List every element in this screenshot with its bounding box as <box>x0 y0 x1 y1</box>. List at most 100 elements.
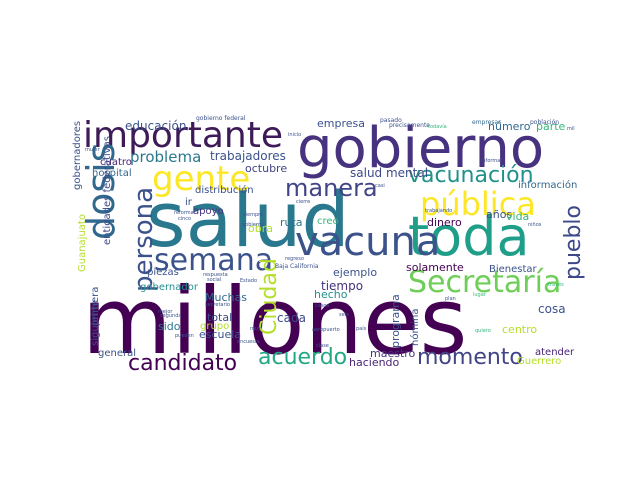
word-gobierno-federal: gobierno federal <box>196 115 246 122</box>
word-ejemplo: ejemplo <box>333 266 377 279</box>
word-momento: momento <box>417 345 523 370</box>
word-regreso: regreso <box>285 256 304 262</box>
word-casi: casi <box>375 183 385 189</box>
word-solamente: solamente <box>406 261 464 274</box>
word-pais: país <box>356 325 367 332</box>
word-maestro: maestro <box>370 347 416 360</box>
word-cuatro: cuatro <box>100 157 132 168</box>
word-parte: parte <box>536 120 566 133</box>
word-hospital: hospital <box>92 168 132 179</box>
word-publica: pública <box>420 185 536 223</box>
word-secretaria: Secretaría <box>408 265 561 300</box>
word-segunda: segunda <box>160 313 181 319</box>
word-lugar: lugar <box>473 292 487 298</box>
word-gobierno: gobierno <box>297 116 544 181</box>
word-estado: Estado <box>240 278 257 284</box>
word-sido: sido <box>158 320 181 333</box>
word-entidades-federativas: entidades federativas <box>102 136 113 245</box>
word-vacuna: vacuna <box>295 219 440 265</box>
word-gente: gente <box>152 159 250 199</box>
word-nomina: nómina <box>409 309 421 346</box>
word-hecho: hecho <box>314 288 348 301</box>
word-bienestar: Bienestar <box>489 264 538 275</box>
word-numero: número <box>488 120 531 133</box>
word-anos: años <box>486 208 512 221</box>
word-guanajuato: Guanajuato <box>77 214 88 272</box>
word-creo: creo <box>317 216 339 227</box>
word-gobernador: gobernador <box>140 282 199 293</box>
word-cada: cada <box>277 311 306 325</box>
word-pueden: pueden <box>175 333 194 339</box>
word-ninos: niños <box>528 222 542 228</box>
word-programa: programa <box>389 294 402 348</box>
word-escuela: escuela <box>199 328 241 341</box>
word-mil: mil <box>567 126 575 132</box>
word-informar: informar <box>481 158 503 164</box>
word-grupo: grupo <box>200 321 229 332</box>
word-casos: casos <box>315 303 329 309</box>
word-ruta: ruta <box>280 216 303 229</box>
word-inicio: inicio <box>288 132 301 138</box>
word-cierre: cierre <box>296 199 310 205</box>
word-todavia: todavía <box>428 123 447 130</box>
word-empresas: empresas <box>472 119 501 126</box>
word-pasado: pasado <box>380 117 402 124</box>
word-gobierno: gobierno <box>242 222 264 228</box>
word-pueblo: pueblo <box>561 205 586 280</box>
word-traves: través <box>548 281 564 288</box>
word-reforma: reforma <box>174 210 194 216</box>
word-salud-mental: salud mental <box>350 166 428 180</box>
word-general: general <box>98 348 136 359</box>
word-total: total <box>207 311 232 324</box>
word-importante: importante <box>83 115 283 156</box>
word-semana: semana <box>154 243 273 278</box>
word-cosa: cosa <box>538 302 566 316</box>
word-distribucion: distribución <box>195 184 254 196</box>
word-atender: atender <box>535 347 575 358</box>
word-precisamente: precisamente <box>389 122 430 129</box>
word-informacion: información <box>518 179 577 191</box>
word-poblacion: población <box>530 119 559 126</box>
word-plan: plan <box>445 296 456 302</box>
word-centro: centro <box>502 323 537 336</box>
word-quiero: quiero <box>475 328 491 334</box>
word-siguiente: siguiente <box>90 300 101 346</box>
word-encuesta: encuesta <box>237 339 260 345</box>
word-aeropuerto: aeropuerto <box>312 327 340 333</box>
word-dinero: dinero <box>427 216 462 229</box>
word-vacunacion: vacunación <box>408 163 534 188</box>
word-guerrero: Guerrero <box>517 356 561 367</box>
word-secretario: secretario <box>205 302 230 308</box>
word-candidato: candidato <box>128 351 237 376</box>
word-acuerdo: acuerdo <box>258 345 347 370</box>
word-salud: salud <box>146 175 350 264</box>
word-clase: clase <box>316 343 329 349</box>
word-mejor: mejor <box>158 309 173 315</box>
word-ir: ir <box>185 197 193 208</box>
word-muy: muy <box>250 326 261 332</box>
word-toda: toda <box>408 205 530 268</box>
word-baja-california: Baja California <box>275 263 319 270</box>
word-ciudad: Ciudad <box>257 258 282 335</box>
word-social: social <box>207 277 221 283</box>
word-millones: millones <box>82 268 467 375</box>
word-primera: primera <box>90 287 101 326</box>
word-vida: vida <box>506 210 529 223</box>
word-persona: persona <box>129 187 159 292</box>
word-obra: obra <box>248 222 273 235</box>
word-gobernadores: gobernadores <box>72 121 83 190</box>
word-educacion: educación <box>125 119 186 133</box>
word-seis: seis <box>339 312 349 318</box>
word-apoyo: apoyo <box>193 206 224 217</box>
word-octubre: octubre <box>245 162 287 175</box>
word-siempre: siempre <box>243 212 263 218</box>
word-problema: problema <box>130 148 201 166</box>
word-haciendo: haciendo <box>349 356 400 369</box>
word-respuesta: respuesta <box>203 272 228 278</box>
word-piezas: piezas <box>147 267 179 278</box>
word-muchas: Muchas <box>205 291 247 304</box>
word-trabajando: trabajando <box>425 208 452 214</box>
word-empresa: empresa <box>317 117 365 130</box>
